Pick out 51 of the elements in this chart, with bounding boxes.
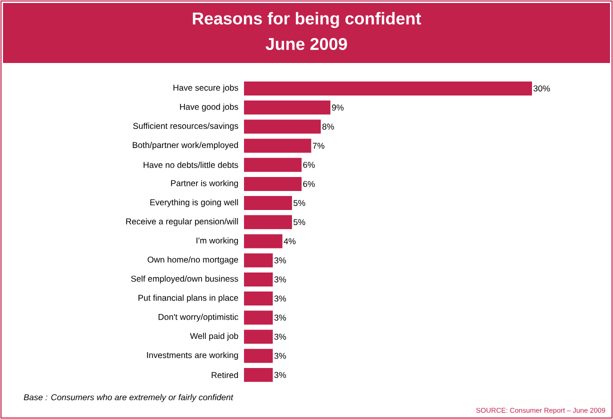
- data-label: 3%: [274, 276, 286, 282]
- data-label: 3%: [274, 314, 286, 321]
- data-label: 3%: [274, 372, 286, 378]
- data-label: 5%: [294, 219, 306, 226]
- y-tick-label: I'm working: [196, 237, 238, 246]
- data-label: 30%: [534, 85, 550, 92]
- bar: [244, 81, 532, 96]
- data-label: 9%: [332, 104, 344, 111]
- bar: [244, 215, 292, 230]
- bar: [244, 176, 302, 191]
- y-tick-label: Put financial plans in place: [138, 294, 238, 302]
- bar: [244, 253, 273, 268]
- y-tick-label: Partner is working: [171, 180, 238, 188]
- data-label: 4%: [284, 238, 296, 244]
- data-label: 3%: [274, 334, 286, 340]
- data-label: 7%: [312, 142, 324, 149]
- bar: [244, 158, 302, 172]
- chart-title: Reasons for being confident: [192, 12, 422, 28]
- y-tick-label: Everything is going well: [150, 199, 238, 207]
- bar: [244, 292, 273, 306]
- y-tick-label: Well paid job: [190, 332, 238, 341]
- bar: [244, 330, 273, 344]
- y-tick-label: Have good jobs: [180, 104, 238, 112]
- text: Base : Consumers who are extremely or fairly confident: [24, 394, 234, 402]
- y-tick-label: Sufficient resources/savings: [133, 122, 238, 131]
- bar: [244, 234, 282, 248]
- y-tick-label: Own home/no mortgage: [148, 256, 238, 264]
- data-label: 3%: [274, 257, 286, 264]
- bar: [244, 138, 312, 153]
- y-tick-label: Investments are working: [147, 352, 238, 360]
- y-tick-label: Both/partner work/employed: [132, 142, 238, 150]
- data-label: 6%: [303, 180, 315, 187]
- data-label: 3%: [274, 296, 286, 302]
- bar: [244, 272, 273, 286]
- chart-subtitle: June 2009: [266, 38, 347, 50]
- bar: [244, 120, 321, 134]
- data-label: 3%: [274, 352, 286, 359]
- y-tick-label: Receive a regular pension/will: [126, 218, 238, 226]
- y-tick-label: Have no debts/little debts: [144, 162, 238, 168]
- bar: [244, 196, 292, 210]
- y-tick-label: Retired: [212, 372, 238, 378]
- data-label: 8%: [322, 124, 334, 130]
- y-tick-label: Don't worry/optimistic: [158, 314, 238, 322]
- y-tick-label: Have secure jobs: [173, 84, 238, 92]
- bar: [244, 348, 273, 363]
- y-tick-label: Self employed/own business: [131, 275, 238, 284]
- bar: [244, 100, 330, 115]
- bar: [244, 368, 273, 382]
- data-label: 5%: [294, 200, 306, 206]
- data-label: 6%: [303, 162, 315, 168]
- bar: [244, 310, 273, 325]
